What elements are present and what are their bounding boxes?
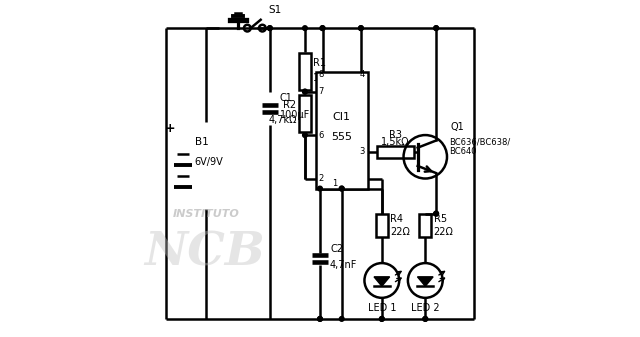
Circle shape bbox=[317, 316, 323, 321]
Text: 4,7nF: 4,7nF bbox=[330, 261, 357, 270]
Circle shape bbox=[380, 316, 384, 321]
Text: 100μF: 100μF bbox=[280, 110, 310, 120]
Circle shape bbox=[320, 26, 325, 30]
Circle shape bbox=[423, 316, 428, 321]
Circle shape bbox=[434, 26, 438, 30]
Text: B1: B1 bbox=[195, 137, 209, 147]
Text: CI1: CI1 bbox=[333, 112, 351, 122]
Text: 10kΩ: 10kΩ bbox=[314, 73, 339, 83]
Text: BC640: BC640 bbox=[449, 147, 476, 156]
Circle shape bbox=[303, 26, 307, 30]
Circle shape bbox=[317, 186, 323, 191]
Text: R4: R4 bbox=[390, 214, 403, 224]
Text: 555: 555 bbox=[332, 132, 352, 142]
Text: R3: R3 bbox=[388, 130, 402, 140]
Text: 6: 6 bbox=[319, 130, 324, 140]
Circle shape bbox=[317, 316, 323, 321]
Circle shape bbox=[268, 26, 272, 30]
Text: BC636/BC638/: BC636/BC638/ bbox=[449, 137, 510, 146]
Text: R1: R1 bbox=[314, 58, 326, 68]
Circle shape bbox=[423, 316, 428, 321]
Text: C1: C1 bbox=[280, 93, 292, 103]
Circle shape bbox=[434, 211, 438, 216]
Circle shape bbox=[339, 186, 344, 191]
Circle shape bbox=[303, 133, 307, 137]
Text: 8: 8 bbox=[319, 70, 324, 80]
Bar bbox=[299, 53, 311, 90]
Circle shape bbox=[303, 89, 307, 94]
Text: NCB: NCB bbox=[144, 229, 265, 275]
Text: 6V/9V: 6V/9V bbox=[195, 157, 223, 167]
Circle shape bbox=[339, 316, 344, 321]
Text: 3: 3 bbox=[360, 147, 365, 156]
Bar bbox=[376, 214, 388, 237]
Polygon shape bbox=[417, 277, 433, 286]
Circle shape bbox=[358, 26, 364, 30]
Circle shape bbox=[320, 26, 325, 30]
Text: Q1: Q1 bbox=[451, 122, 464, 132]
Text: LED 1: LED 1 bbox=[367, 303, 396, 313]
Text: 4: 4 bbox=[360, 70, 365, 80]
Text: 4,7kΩ: 4,7kΩ bbox=[268, 115, 296, 125]
Text: 1,5kΩ: 1,5kΩ bbox=[381, 137, 410, 147]
Text: 7: 7 bbox=[319, 87, 324, 96]
Text: LED 2: LED 2 bbox=[411, 303, 440, 313]
Circle shape bbox=[339, 186, 344, 191]
Text: 2: 2 bbox=[319, 174, 324, 183]
Bar bbox=[377, 146, 413, 158]
Bar bbox=[419, 214, 431, 237]
Text: 22Ω: 22Ω bbox=[390, 227, 410, 237]
Circle shape bbox=[434, 211, 438, 216]
Circle shape bbox=[268, 26, 272, 30]
Circle shape bbox=[434, 26, 438, 30]
Text: 22Ω: 22Ω bbox=[434, 227, 454, 237]
Text: +: + bbox=[165, 122, 175, 135]
Circle shape bbox=[380, 316, 384, 321]
Text: C2: C2 bbox=[330, 244, 343, 254]
Bar bbox=[299, 95, 311, 132]
Text: 1: 1 bbox=[332, 179, 338, 188]
Text: R5: R5 bbox=[434, 214, 447, 224]
Polygon shape bbox=[374, 277, 390, 286]
Text: INSTITUTO: INSTITUTO bbox=[173, 209, 240, 219]
Bar bbox=[316, 71, 367, 189]
Circle shape bbox=[303, 89, 307, 94]
Circle shape bbox=[358, 26, 364, 30]
Text: S1: S1 bbox=[268, 5, 282, 15]
Text: R2: R2 bbox=[284, 100, 296, 110]
